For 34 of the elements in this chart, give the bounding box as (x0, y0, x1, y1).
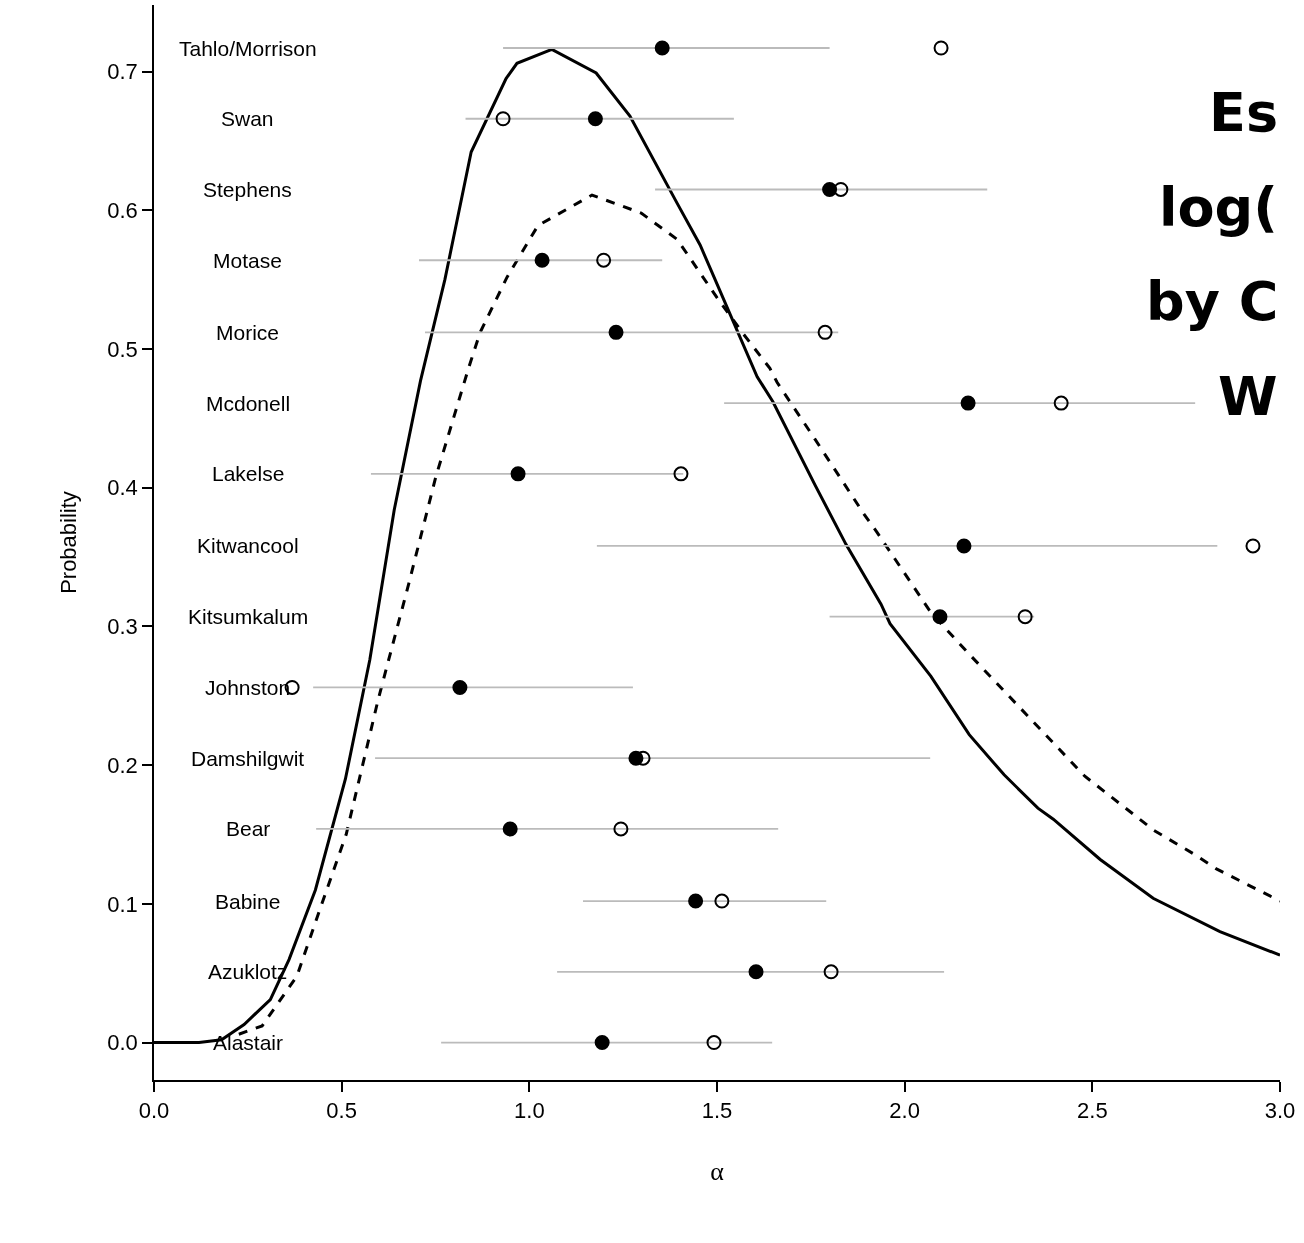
x-tick-label: 1.5 (701, 1098, 733, 1124)
x-tick-label: 2.0 (889, 1098, 920, 1124)
y-tick-label: 0.6 (107, 197, 138, 223)
annotation: by C (1146, 270, 1279, 333)
annotation: Damshilgwit (191, 747, 305, 770)
y-tick-label: 0.2 (107, 752, 138, 778)
y-tick-label: 0.1 (107, 891, 138, 917)
annotation: Swan (221, 107, 274, 130)
annotation: Lakelse (212, 462, 285, 485)
annotation: Bear (226, 817, 271, 840)
y-tick-label: 0.3 (107, 614, 138, 640)
x-tick-label: 0.0 (138, 1098, 170, 1124)
annotation: Tahlo/Morrison (179, 37, 317, 60)
y-tick-label: 0.5 (107, 336, 138, 362)
x-tick-label: 2.5 (1077, 1098, 1108, 1124)
y-axis-title: Probability (55, 491, 81, 594)
annotation: Kitwancool (197, 534, 299, 557)
annotation: Es (1209, 81, 1279, 144)
annotation: Mcdonell (206, 392, 291, 415)
annotation: Motase (213, 249, 282, 272)
annotation: Kitsumkalum (188, 605, 309, 628)
x-tick-label: 1.0 (514, 1098, 545, 1124)
annotation: Alastair (213, 1031, 284, 1054)
x-tick-label: 3.0 (1264, 1098, 1296, 1124)
y-tick-label: 0.0 (107, 1030, 138, 1056)
annotation: Stephens (203, 178, 292, 201)
annotation: Babine (215, 890, 281, 913)
y-tick-label: 0.4 (107, 475, 138, 501)
annotation: Morice (216, 321, 280, 344)
x-axis-title: α (710, 1157, 725, 1187)
annotation: log( (1159, 176, 1278, 239)
annotation: W (1218, 365, 1278, 428)
y-tick-label: 0.7 (107, 59, 138, 85)
x-tick-label: 0.5 (326, 1098, 357, 1124)
